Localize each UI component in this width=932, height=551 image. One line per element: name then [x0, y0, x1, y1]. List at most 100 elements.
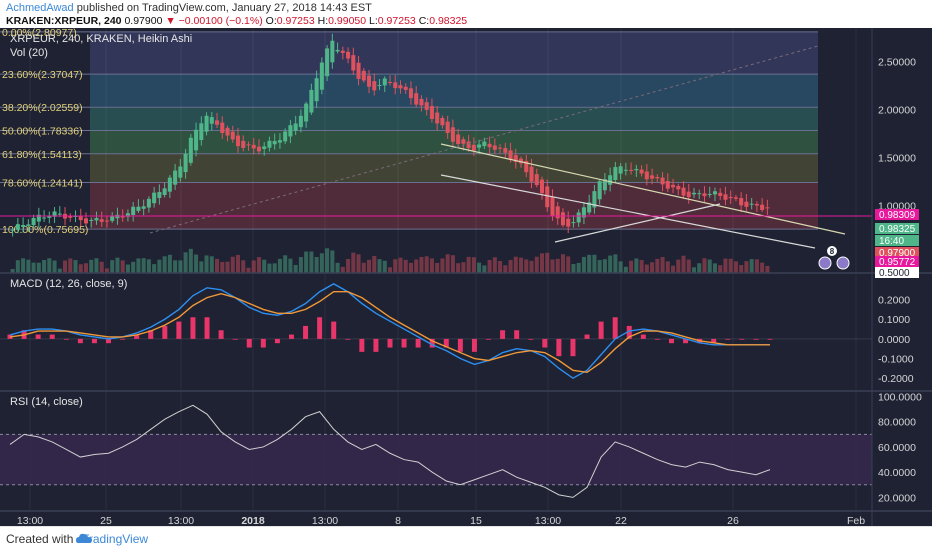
trendline-support[interactable] [554, 203, 721, 243]
event-markers[interactable]: 8 [818, 246, 850, 270]
symbol-label: KRAKEN:XRPEUR, 240 [6, 15, 122, 27]
rsi-tick-label: 40.0000 [878, 467, 916, 479]
macd-histogram-bar [668, 338, 674, 344]
price-tag-text: 0.95772 [879, 257, 916, 268]
published-text: published on TradingView.com, January 27… [76, 2, 372, 14]
candle-body [435, 112, 440, 124]
candle-body [492, 145, 497, 150]
candle-body [136, 206, 141, 211]
trendline-lower[interactable] [440, 174, 816, 249]
macd-histogram-bar [739, 338, 745, 340]
volume-bar [393, 259, 398, 273]
candle-body [445, 121, 450, 133]
fib-trend-line[interactable] [149, 45, 819, 234]
volume-bar [387, 267, 393, 273]
dividend-event-icon[interactable] [818, 256, 832, 270]
macd-histogram-bar [359, 338, 365, 352]
candle-body [188, 137, 193, 163]
pane-separators[interactable] [0, 28, 932, 526]
volume-bar [676, 259, 681, 273]
high-label: H: [317, 15, 329, 27]
volume-bar [644, 264, 649, 273]
fib-level-label: 50.00%(1.78336) [2, 125, 83, 137]
pane-titles: XRPEUR, 240, KRAKEN, Heikin Ashi Vol (20… [10, 33, 192, 408]
candle-body [718, 192, 723, 196]
candle-body [608, 175, 613, 185]
macd-histogram-bar [584, 334, 590, 339]
candle-body [424, 102, 429, 110]
volume-bar [325, 248, 330, 273]
candle-body [686, 191, 691, 198]
author-link[interactable]: AchmedAwad [6, 2, 74, 14]
candle-body [456, 134, 461, 145]
macd-histogram-bar [753, 338, 759, 340]
candle-body [629, 169, 634, 171]
volume-bar [215, 258, 220, 273]
signal-line [9, 291, 770, 374]
volume-bar [597, 260, 602, 273]
volume-bar [194, 254, 199, 273]
volume-bar [141, 258, 146, 273]
main-pane-title: XRPEUR, 240, KRAKEN, Heikin Ashi [10, 33, 192, 45]
candle-body [754, 203, 759, 206]
volume-bar [508, 260, 513, 273]
candle-body [765, 207, 770, 209]
tradingview-brand-link[interactable]: TradingView [82, 532, 149, 546]
macd-histogram-bar [542, 338, 548, 348]
candle-body [408, 88, 413, 99]
rsi-tick-label: 80.0000 [878, 417, 916, 429]
chart-area[interactable]: 0.00%(2.80977) 23.60%(2.37047) 38.20%(2.02… [0, 28, 932, 526]
event-count-badge[interactable] [827, 246, 837, 256]
macd-histogram-bar [274, 338, 280, 344]
candle-body [728, 197, 733, 199]
volume-bar [382, 260, 387, 273]
candle-body [319, 62, 324, 90]
macd-histogram-bar [711, 338, 717, 344]
volume-bar [555, 258, 560, 273]
candle-body [183, 153, 188, 173]
volume-bar [629, 260, 634, 273]
fib-zone [90, 31, 818, 75]
rsi-tick-label: 60.0000 [878, 442, 916, 454]
candle-body [697, 193, 702, 195]
macd-tick-label: 0.1000 [878, 314, 910, 326]
candle-body [346, 51, 351, 59]
volume-bar [188, 248, 193, 273]
macd-histogram-bar [640, 334, 646, 339]
volume-bar [456, 263, 461, 273]
price-tag-text: 0.5000 [879, 268, 910, 279]
candle-body [539, 179, 545, 194]
candle-body [283, 131, 288, 142]
volume-bar [173, 260, 178, 273]
price-tag-box [875, 256, 919, 267]
volume-bar [707, 259, 712, 273]
fib-retracement[interactable]: 0.00%(2.80977) 23.60%(2.37047) 38.20%(2.02… [0, 28, 818, 236]
volume-bar [293, 264, 298, 273]
candle-body [131, 206, 136, 215]
trend-lines[interactable] [149, 45, 846, 249]
candle-body [560, 212, 565, 226]
candle-body [262, 146, 267, 150]
candle-body [524, 160, 529, 173]
price-axis[interactable]: 1.000001.500002.000002.50000-0.2000-0.10… [878, 57, 922, 505]
rsi-line [9, 404, 771, 498]
trendline-upper[interactable] [440, 143, 846, 235]
volume-bar [655, 258, 660, 273]
macd-histogram-bar [63, 338, 69, 340]
candle-body [162, 188, 167, 195]
volume-bar [477, 262, 482, 273]
time-axis[interactable]: 13:00 25 13:00 2018 13:00 8 15 13:00 22 26 Feb [17, 515, 865, 526]
volume-bar [115, 257, 120, 273]
candle-body [68, 216, 73, 218]
split-event-icon[interactable] [836, 256, 850, 270]
volume-bar [581, 256, 586, 273]
volume-bar [298, 257, 303, 273]
rsi-band [0, 434, 872, 485]
volume-bar [435, 262, 440, 273]
volume-bar [356, 254, 361, 273]
fib-zone [90, 130, 818, 154]
macd-histogram-bar [514, 330, 520, 339]
candle-body [157, 192, 162, 198]
volume-bar [99, 261, 104, 273]
